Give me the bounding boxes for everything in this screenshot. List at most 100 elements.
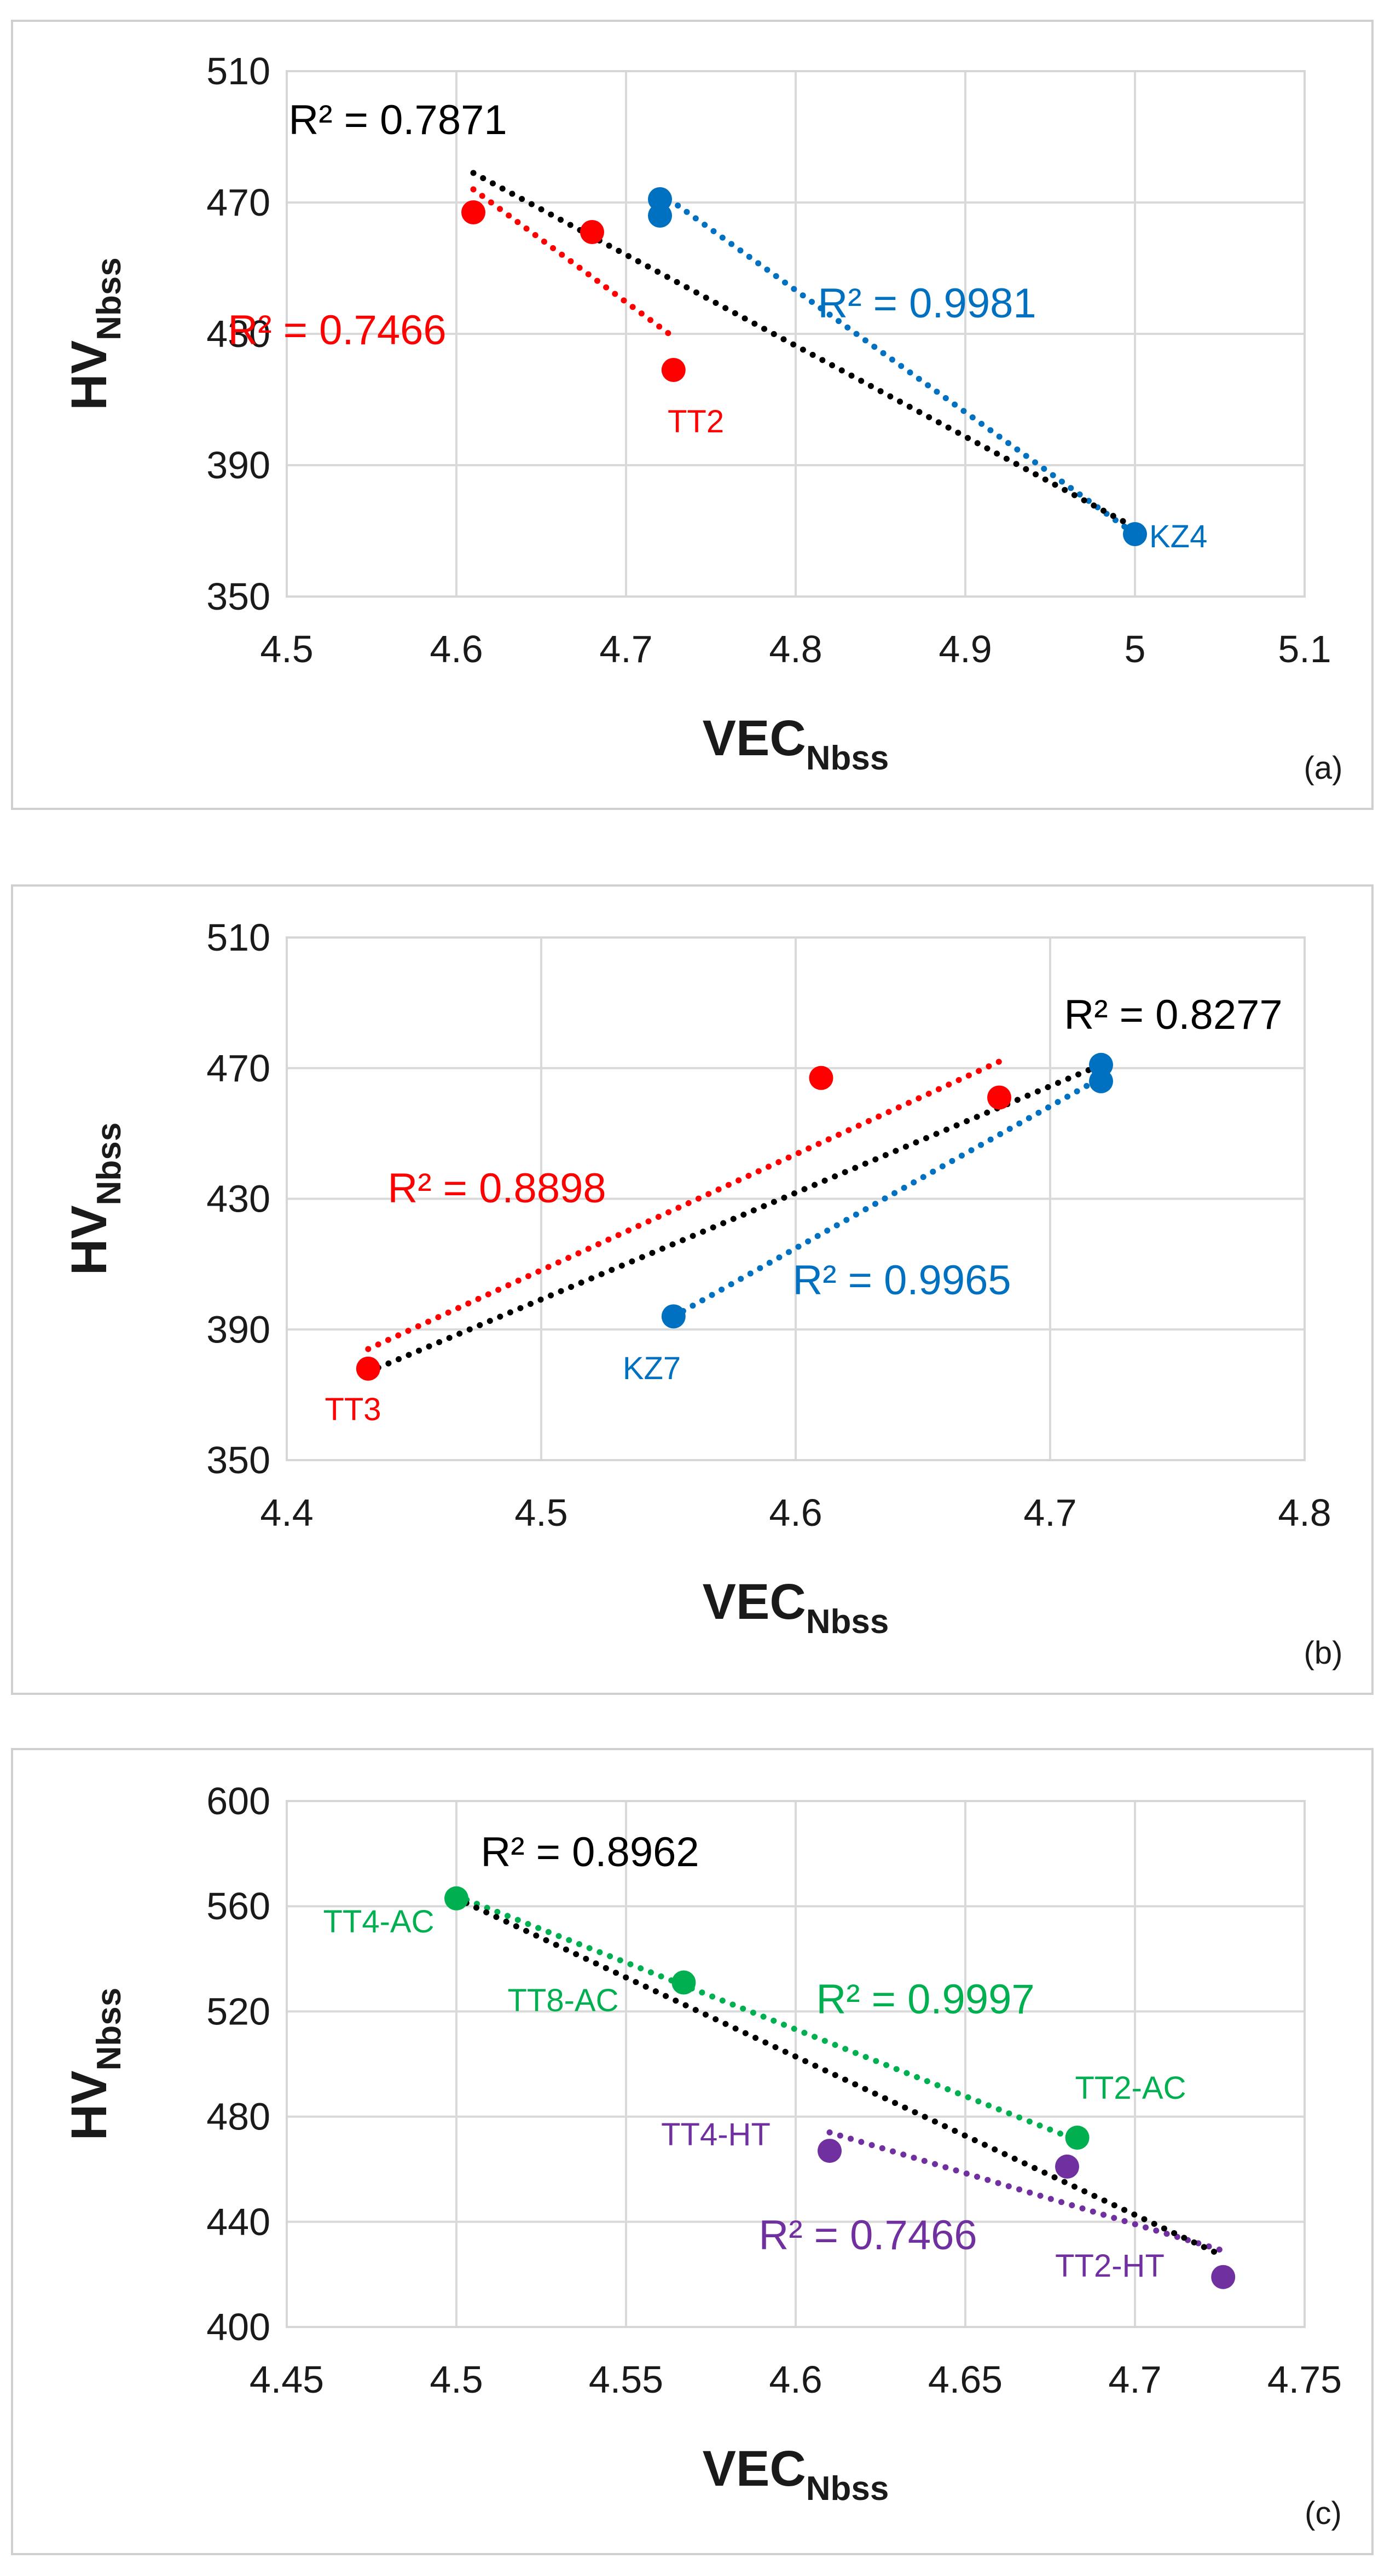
trendline [826, 2129, 1226, 2254]
y-tick-label: 600 [206, 1780, 270, 1822]
data-point [356, 1356, 380, 1381]
x-axis-title-sub: Nbss [806, 2470, 889, 2508]
r-squared-label: R² = 0.7871 [288, 97, 507, 143]
y-tick-label: 520 [206, 1990, 270, 2033]
trendline [453, 1892, 1081, 2144]
r-squared-label: R² = 0.7466 [228, 307, 446, 354]
plot-area [286, 936, 1306, 1461]
y-axis-title: HVNbss [61, 1988, 128, 2140]
x-tick-label: 4.4 [260, 1491, 313, 1534]
point-label: TT2 [668, 404, 724, 439]
x-tick-label: 4.5 [514, 1491, 567, 1534]
data-point [1211, 2265, 1236, 2289]
y-axis-title-main: HV [61, 2070, 117, 2140]
data-point [461, 200, 485, 224]
x-tick-label: 5.1 [1278, 628, 1331, 670]
y-axis-title-sub: Nbss [90, 257, 128, 340]
panel-frame [11, 20, 1374, 810]
chart-panel-b: 4.4 4.5 4.6 4.7 4.8350390430470510VECNbssHVN… [11, 884, 1374, 1695]
y-axis-title-main: HV [61, 340, 117, 410]
x-tick-label: 4.75 [1267, 2358, 1342, 2401]
x-axis-title: VECNbss [703, 1574, 889, 1641]
trendline [453, 1895, 1226, 2259]
x-tick-label: 4.6 [769, 2358, 822, 2401]
y-axis-title: HVNbss [61, 1122, 128, 1275]
panel-letter: (b) [1304, 1635, 1343, 1671]
x-tick-label: 4.7 [1023, 1491, 1076, 1534]
data-point [661, 358, 686, 382]
y-tick-label: 350 [206, 1439, 270, 1481]
r-squared-label: R² = 0.8898 [387, 1165, 606, 1212]
x-tick-label: 5 [1125, 628, 1146, 670]
plot-area [286, 1800, 1306, 2328]
point-label: TT4-AC [323, 1904, 435, 1940]
panel-letter: (a) [1304, 750, 1343, 786]
point-label: KZ4 [1149, 519, 1207, 554]
x-tick-label: 4.5 [260, 628, 313, 670]
data-point [809, 1066, 833, 1090]
point-label: TT8-AC [508, 1983, 619, 2018]
data-point [1055, 2154, 1079, 2179]
r-squared-label: R² = 0.9981 [818, 280, 1036, 327]
trendline [470, 170, 1138, 531]
data-point [1089, 1069, 1113, 1093]
chart-panel-c: 4.45 4.5 4.55 4.6 4.65 4.7 4.75 400 440 480 520 560… [11, 1748, 1374, 2555]
data-point [818, 2139, 842, 2163]
data-point [661, 1304, 686, 1329]
panel-frame [11, 884, 1374, 1695]
y-tick-label: 470 [206, 181, 270, 224]
x-tick-label: 4.45 [250, 2358, 324, 2401]
r-squared-label: R² = 0.8277 [1064, 992, 1282, 1038]
y-tick-label: 390 [206, 1308, 270, 1351]
y-tick-label: 470 [206, 1047, 270, 1090]
y-tick-label: 560 [206, 1885, 270, 1927]
y-tick-label: 390 [206, 444, 270, 487]
r-squared-label: R² = 0.8962 [480, 1829, 699, 1875]
y-tick-label: 400 [206, 2306, 270, 2348]
trendline [470, 186, 677, 340]
x-tick-label: 4.8 [769, 628, 822, 670]
x-axis-title-main: VEC [703, 2441, 806, 2497]
x-tick-label: 4.65 [928, 2358, 1003, 2401]
chart-panel-a: 4.5 4.6 4.7 4.8 4.9 5 5.1350390430470510VECNbs… [11, 20, 1374, 810]
data-point [1123, 522, 1147, 546]
data-point [987, 1085, 1011, 1110]
data-point [671, 1970, 696, 1995]
trendline [657, 189, 1138, 537]
data-point [444, 1886, 468, 1911]
point-label: TT2-AC [1075, 2070, 1186, 2106]
x-tick-label: 4.6 [769, 1491, 822, 1534]
x-axis-title-sub: Nbss [806, 739, 889, 777]
y-axis-title-main: HV [61, 1205, 117, 1275]
y-axis-title: HVNbss [61, 257, 128, 410]
y-tick-label: 430 [206, 1178, 270, 1220]
y-tick-label: 510 [206, 916, 270, 959]
r-squared-label: R² = 0.9965 [792, 1257, 1011, 1304]
trendline [670, 1075, 1104, 1319]
point-label: TT4-HT [661, 2117, 771, 2152]
y-tick-label: 480 [206, 2095, 270, 2138]
x-tick-label: 4.5 [430, 2358, 483, 2401]
plot-area [286, 70, 1306, 598]
x-axis-title-main: VEC [703, 710, 806, 766]
y-tick-label: 430 [206, 312, 270, 355]
x-axis-title-sub: Nbss [806, 1603, 889, 1641]
trendline [365, 1062, 1104, 1375]
point-label: KZ7 [623, 1351, 681, 1386]
data-point [648, 204, 672, 228]
r-squared-label: R² = 0.7466 [758, 2212, 977, 2259]
panel-frame [11, 1748, 1374, 2555]
point-label: TT3 [325, 1392, 381, 1427]
y-tick-label: 440 [206, 2201, 270, 2243]
x-axis-title: VECNbss [703, 2441, 889, 2508]
y-tick-label: 350 [206, 575, 270, 618]
data-point [580, 220, 604, 244]
x-tick-label: 4.7 [1108, 2358, 1161, 2401]
x-tick-label: 4.7 [599, 628, 652, 670]
x-tick-label: 4.55 [589, 2358, 663, 2401]
x-axis-title: VECNbss [703, 710, 889, 777]
y-tick-label: 510 [206, 50, 270, 92]
r-squared-label: R² = 0.9997 [816, 1976, 1034, 2023]
data-point [1065, 2126, 1090, 2150]
